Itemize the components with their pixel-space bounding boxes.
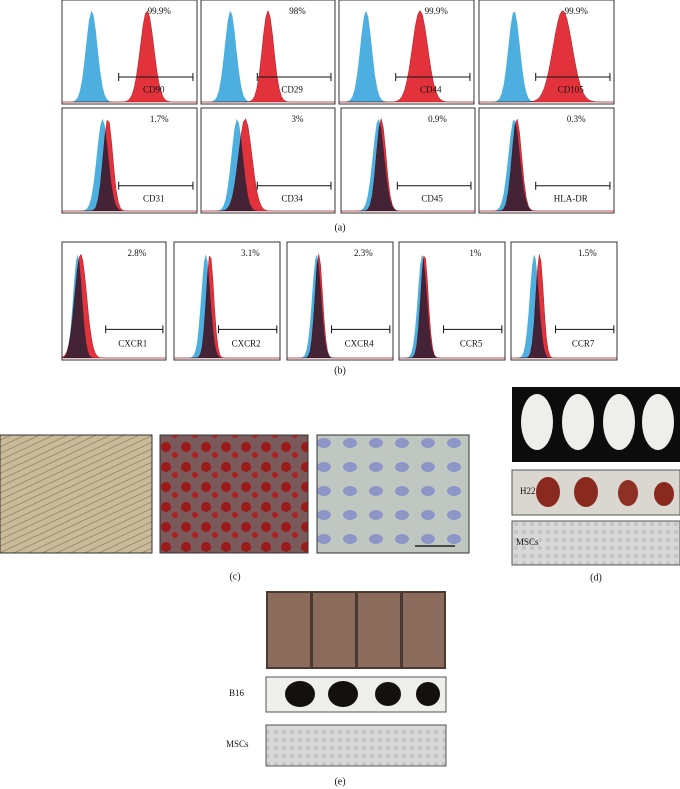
marker-label: CD45 [421,193,443,203]
percent-label: 99.9% [565,6,589,16]
tumor [328,681,358,707]
mouse [603,394,635,450]
marker-label: CD34 [281,193,303,203]
mouse [562,394,594,450]
row-label: H22 [520,486,536,496]
marker-label: CCR7 [572,339,595,349]
nude-mouse [358,593,400,667]
percent-label: 3.1% [241,248,260,258]
percent-label: 0.9% [428,114,447,124]
marker-histogram [201,118,335,211]
marker-label: HLA-DR [554,193,588,203]
marker-label: CD31 [143,193,165,203]
panel-label: (a) [334,222,345,233]
percent-label: 0.3% [567,114,586,124]
marker-histogram [479,11,614,103]
percent-label: 2.3% [354,248,373,258]
photo-msc-site [511,520,680,566]
marker-label: CXCR4 [345,339,375,349]
panel-label: (c) [229,571,240,582]
tumor [536,477,560,507]
row-label: MSCs [226,739,249,749]
nude-mouse [268,593,310,667]
photo-oil-red [159,434,309,554]
percent-label: 2.8% [128,248,147,258]
marker-histogram [62,254,166,358]
marker-label: CD29 [281,85,303,95]
percent-label: 1.7% [150,114,169,124]
panel-label: (b) [334,365,346,376]
photo-msc [0,434,153,554]
marker-label: CXCR1 [118,339,147,349]
row-label: B16 [229,688,245,698]
tumor [574,477,598,507]
panel-label: (e) [334,776,345,787]
histogram-frame [173,241,281,361]
marker-histogram [341,118,475,211]
tumor [416,682,440,706]
tumor [618,480,638,506]
photo-alcian-blue [316,434,470,554]
marker-histogram [287,254,393,358]
marker-histogram [339,10,474,102]
percent-label: 1.5% [578,248,597,258]
mouse [521,394,553,450]
histogram-frame [478,107,615,214]
marker-label: CD44 [420,85,442,95]
marker-histogram [174,254,280,358]
marker-histogram [479,119,614,211]
marker-label: CXCR2 [232,339,261,349]
histogram-frame [200,107,336,214]
percent-label: 98% [289,6,306,16]
marker-histogram [62,10,197,102]
mouse [642,394,674,450]
marker-histogram [399,254,505,358]
histogram-frame [340,107,476,214]
marker-label: CCR5 [460,339,483,349]
tumor [285,681,315,707]
tumor [375,682,401,706]
nude-mouse [403,593,444,667]
histogram-frame [286,241,394,361]
photo-msc-site [265,724,447,767]
percent-label: 99.9% [425,6,449,16]
percent-label: 99.9% [148,6,172,16]
marker-histogram [201,10,335,102]
marker-histogram [511,254,617,358]
marker-label: CD105 [558,85,585,95]
tumor [654,482,674,506]
percent-label: 3% [291,114,304,124]
percent-label: 1% [469,248,482,258]
marker-label: CD90 [143,85,165,95]
marker-histogram [62,118,197,211]
nude-mouse [313,593,355,667]
histogram-frame [61,107,198,214]
panel-label: (d) [590,572,602,583]
row-label: MSCs [516,537,539,547]
